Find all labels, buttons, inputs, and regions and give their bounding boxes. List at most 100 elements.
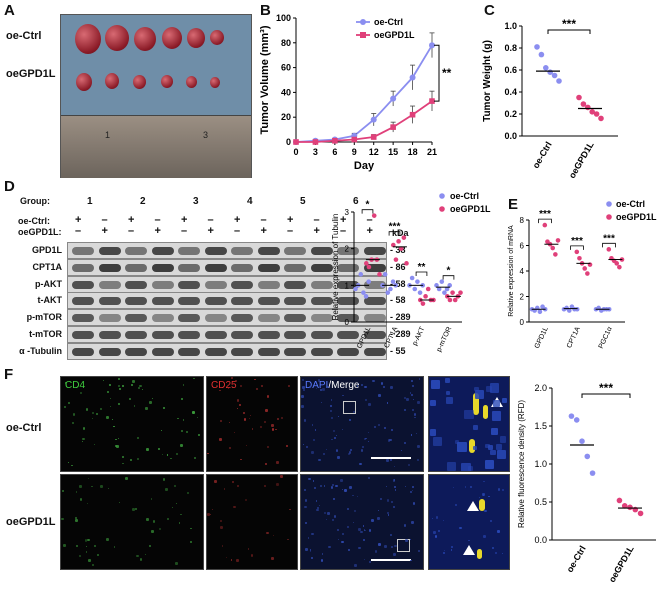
fluorescence-spot [386, 401, 389, 404]
fluorescence-spot [181, 397, 184, 400]
data-point [385, 290, 391, 295]
group-label: Group: [20, 196, 50, 206]
blot-band [337, 263, 359, 272]
dapi-label: DAPI [305, 380, 329, 391]
fluorescence-spot [157, 447, 160, 450]
data-point [393, 257, 399, 262]
data-point [551, 72, 558, 79]
fluorescence-spot [152, 519, 156, 523]
y-tick-label: 0.4 [504, 87, 517, 97]
fluorescence-spot [319, 389, 323, 392]
blot-band [363, 280, 386, 289]
fluorescence-spot [115, 444, 118, 447]
fluorescence-spot [68, 402, 71, 405]
fluorescence-spot [371, 379, 375, 383]
fluorescence-spot [179, 444, 183, 448]
fluorescence-spot [79, 498, 82, 501]
data-point [579, 438, 585, 444]
fluorescence-spot [226, 557, 228, 559]
fluorescence-spot [360, 448, 364, 452]
fluorescence-spot [489, 383, 500, 393]
fluorescence-spot [333, 436, 337, 440]
fluorescence-spot [132, 508, 136, 511]
fluorescence-spot [266, 395, 270, 398]
blot-label: p-mTOR [26, 312, 62, 323]
sign-gpd: – [75, 225, 82, 237]
fluorescence-spot [363, 528, 366, 531]
fluorescence-spot [136, 437, 139, 440]
blot-band [98, 247, 121, 255]
cd25-gpd-image [206, 474, 298, 570]
blot-label: p-AKT [35, 278, 62, 289]
sign-gpd: – [340, 225, 347, 237]
data-point [436, 286, 442, 292]
fluorescence-spot [91, 563, 95, 566]
fluorescence-spot [393, 506, 396, 508]
blot-band [363, 247, 386, 255]
blot-band [204, 280, 227, 289]
fluorescence-spot [75, 517, 78, 520]
sign-ctrl: + [340, 214, 347, 226]
fluorescence-spot [301, 405, 305, 409]
fluorescence-spot [109, 384, 111, 386]
significance-bracket [361, 209, 374, 214]
fluorescence-spot [176, 417, 179, 420]
fluorescence-spot [175, 502, 177, 504]
fluorescence-spot [181, 429, 184, 432]
fluorescence-spot [456, 441, 467, 452]
fluorescence-spot [404, 485, 406, 487]
fluorescence-spot [431, 379, 441, 389]
blot-band [310, 280, 333, 289]
fluorescence-spot [496, 449, 506, 459]
fluorescence-spot [417, 445, 420, 449]
data-point [617, 264, 622, 270]
sign-ctrl: + [287, 214, 294, 226]
fluorescence-spot [432, 437, 442, 447]
significance-bracket [570, 245, 584, 250]
fluorescence-spot [331, 439, 333, 441]
fluorescence-spot [413, 413, 417, 416]
fluorescence-spot [404, 442, 406, 445]
significance-bracket [434, 44, 440, 102]
fluorescence-spot [150, 498, 152, 500]
panel-label-e: E [508, 196, 519, 213]
fluorescence-spot [162, 478, 166, 481]
y-axis-label: Tumor Volume (mm³) [259, 25, 271, 134]
fluorescence-spot [360, 530, 363, 533]
fluorescence-spot [495, 444, 502, 451]
data-point [332, 137, 338, 144]
fluorescence-spot [118, 377, 121, 380]
sign-ctrl: + [181, 214, 188, 226]
fluorescence-spot [173, 484, 177, 488]
fluorescence-spot [129, 458, 133, 461]
data-point [573, 417, 580, 423]
fluorescence-spot [490, 449, 496, 456]
fluorescence-spot [71, 464, 74, 467]
sign-ctrl: + [234, 214, 241, 226]
legend-marker-1 [606, 214, 612, 220]
fluorescence-spot [261, 385, 263, 387]
data-point [390, 124, 396, 130]
fluorescence-spot [383, 545, 387, 549]
fluorescence-spot [192, 377, 195, 380]
fluorescence-spot [107, 488, 109, 490]
fluorescence-spot [119, 387, 122, 390]
group-numbers: 1 2 3 4 5 6 [67, 196, 387, 208]
fluorescence-spot [386, 459, 389, 462]
fluorescence-spot [404, 396, 407, 399]
series-line-0 [295, 44, 433, 143]
fluorescence-spot [341, 488, 344, 490]
fluorescence-spot [305, 522, 308, 525]
blot-band [231, 247, 253, 255]
fluorescence-spot [328, 545, 331, 548]
significance-label: *** [571, 236, 583, 247]
fluorescence-spot [390, 429, 393, 432]
y-tick-label: 0.8 [504, 43, 517, 53]
fluorescence-spot [280, 475, 284, 479]
fluorescence-spot [102, 379, 105, 381]
fluorescence-spot [468, 539, 470, 542]
fluorescence-spot [333, 498, 335, 500]
fluorescence-spot [315, 499, 318, 502]
blot-band [363, 297, 386, 306]
fluorescence-spot [411, 486, 415, 489]
